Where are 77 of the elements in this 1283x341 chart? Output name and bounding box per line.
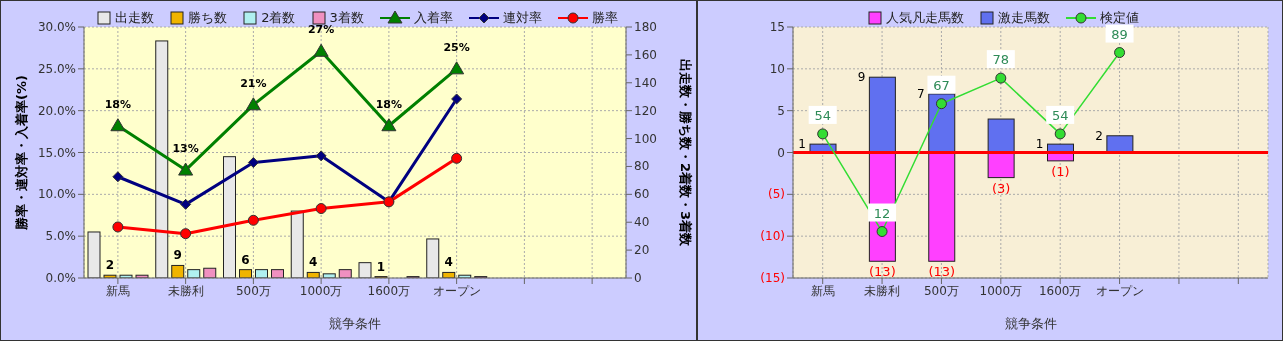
data-label: 27% bbox=[307, 23, 335, 37]
data-label: 1 bbox=[376, 259, 386, 274]
y-tick-label: (15) bbox=[760, 271, 785, 285]
y-tick-label: 0 bbox=[777, 145, 785, 160]
data-label: (3) bbox=[991, 180, 1011, 196]
data-label: 4 bbox=[309, 255, 318, 270]
y2-tick-label: 80 bbox=[634, 159, 650, 174]
data-label: 2 bbox=[105, 258, 115, 273]
x-tick-label: オープン bbox=[1095, 283, 1144, 298]
x-tick-label: オープン bbox=[432, 283, 481, 298]
x-axis-title: 競争条件 bbox=[329, 316, 381, 331]
data-label: 6 bbox=[241, 252, 250, 267]
data-label: (13) bbox=[928, 264, 956, 280]
legend-label: 2着数 bbox=[261, 9, 296, 27]
y2-tick-label: 20 bbox=[634, 243, 650, 258]
x-tick-label: 未勝利 bbox=[167, 283, 204, 298]
data-label: (13) bbox=[869, 264, 896, 280]
y-tick-label: 5.0% bbox=[45, 229, 76, 244]
y2-tick-label: 0 bbox=[634, 271, 642, 285]
data-label: 54 bbox=[1051, 107, 1069, 123]
data-label: 25% bbox=[443, 40, 470, 54]
y-tick-label: 10.0% bbox=[37, 187, 76, 202]
legend-label: 出走数 bbox=[115, 9, 155, 27]
y2-tick-label: 40 bbox=[634, 215, 650, 230]
data-label: (1) bbox=[1051, 163, 1070, 179]
data-label: 9 bbox=[173, 248, 182, 263]
x-tick-label: 1000万 bbox=[299, 283, 343, 298]
data-label: 12 bbox=[873, 205, 891, 221]
x-tick-label: 1600万 bbox=[367, 283, 411, 298]
x-tick-label: 新馬 bbox=[810, 283, 835, 298]
x-tick-label: 500万 bbox=[235, 283, 271, 298]
data-label: 13% bbox=[172, 142, 199, 156]
legend-label: 勝ち数 bbox=[188, 9, 228, 27]
x-axis-title: 競争条件 bbox=[1004, 316, 1057, 331]
data-label: 21% bbox=[240, 76, 267, 90]
y2-tick-label: 140 bbox=[634, 75, 657, 90]
y-tick-label: 5 bbox=[777, 103, 785, 118]
legend-label: 勝率 bbox=[591, 9, 618, 27]
y-tick-label: 10 bbox=[769, 61, 785, 76]
data-label: 67 bbox=[933, 77, 950, 93]
x-tick-label: 未勝利 bbox=[864, 283, 901, 298]
y-tick-label: 30.0% bbox=[37, 20, 76, 34]
data-label: 89 bbox=[1111, 26, 1128, 42]
y2-axis-title: 出走数・勝ち数・2着数・3着数 bbox=[678, 58, 694, 248]
y-tick-label: (10) bbox=[760, 229, 785, 244]
legend-label: 激走馬数 bbox=[997, 9, 1050, 27]
y-tick-label: 25.0% bbox=[37, 61, 76, 76]
x-tick-label: 1000万 bbox=[979, 283, 1023, 298]
data-label: 2 bbox=[1095, 128, 1103, 143]
y-tick-label: 15.0% bbox=[37, 145, 76, 160]
x-tick-label: 500万 bbox=[923, 283, 959, 298]
y2-tick-label: 160 bbox=[634, 47, 657, 62]
data-label: 54 bbox=[814, 107, 831, 123]
data-label: 1 bbox=[1035, 137, 1044, 152]
data-label: 7 bbox=[917, 86, 925, 101]
x-tick-label: 新馬 bbox=[105, 283, 130, 298]
legend-label: 検定値 bbox=[1099, 9, 1139, 27]
y-tick-label: 15 bbox=[769, 20, 785, 34]
y2-tick-label: 100 bbox=[634, 131, 657, 146]
x-tick-label: 1600万 bbox=[1038, 283, 1082, 298]
legend-label: 3着数 bbox=[329, 9, 364, 25]
legend-label: 入着率 bbox=[413, 9, 453, 27]
y-tick-label: 20.0% bbox=[37, 103, 76, 118]
y2-tick-label: 60 bbox=[634, 187, 650, 202]
data-label: 78 bbox=[992, 52, 1010, 68]
legend-label: 連対率 bbox=[502, 9, 542, 27]
y-tick-label: (5) bbox=[768, 187, 785, 202]
y-axis-title: 勝率・連対率・入着率(%) bbox=[13, 75, 29, 231]
data-label: 9 bbox=[857, 70, 866, 85]
y2-tick-label: 180 bbox=[634, 20, 657, 34]
data-label: 4 bbox=[444, 255, 453, 270]
legend-label: 人気凡走馬数 bbox=[885, 9, 964, 27]
data-label: 1 bbox=[798, 137, 806, 152]
y-tick-label: 0.0% bbox=[45, 271, 76, 285]
y2-tick-label: 120 bbox=[634, 103, 657, 118]
data-label: 18% bbox=[375, 97, 403, 111]
data-label: 18% bbox=[104, 97, 132, 111]
